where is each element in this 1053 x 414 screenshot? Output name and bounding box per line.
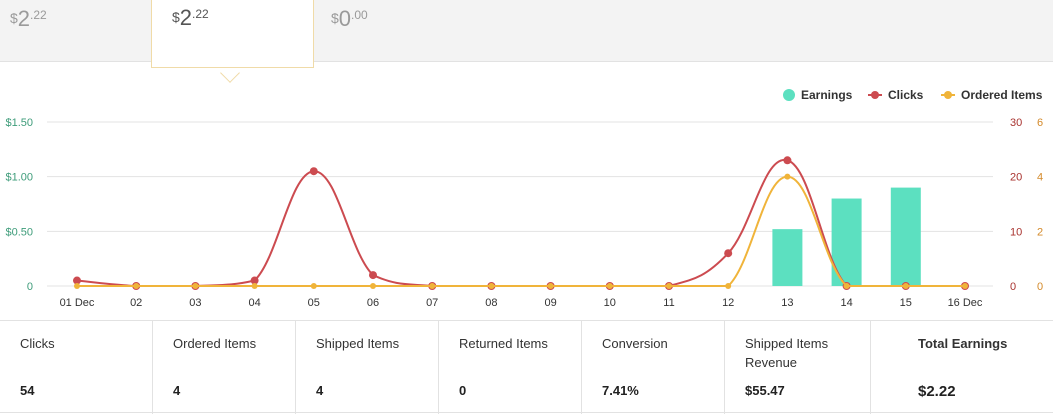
tab-amount-3[interactable]: $0.00 — [331, 6, 368, 32]
stat-value: 54 — [20, 383, 35, 398]
y-right-tick-label: 6 — [1037, 117, 1043, 129]
chart-legend: Earnings Clicks Ordered Items — [0, 88, 1053, 104]
stat-value: 7.41% — [602, 383, 639, 398]
stat-value: 0 — [459, 383, 467, 398]
ordered-series-point — [843, 283, 850, 289]
earnings-bar — [890, 187, 921, 286]
stat-shipped-revenue: Shipped Items Revenue $55.47 — [725, 321, 871, 414]
x-tick-label: 03 — [189, 297, 201, 309]
stat-shipped-items: Shipped Items 4 — [296, 321, 439, 414]
legend-ordered[interactable]: Ordered Items — [941, 88, 1042, 102]
ordered-series-point — [666, 283, 672, 289]
y-left-tick-label: $1.00 — [5, 172, 33, 184]
clicks-series-point — [724, 249, 733, 258]
legend-ordered-swatch — [941, 89, 955, 101]
legend-clicks-label: Clicks — [888, 88, 924, 102]
stats-summary: Clicks 54 Ordered Items 4 Shipped Items … — [0, 320, 1053, 414]
stat-clicks: Clicks 54 — [0, 321, 153, 414]
y-right-tick-label: 4 — [1037, 172, 1043, 184]
x-tick-label: 04 — [248, 297, 260, 309]
y-mid-tick-label: 20 — [1010, 172, 1022, 184]
x-tick-label: 12 — [722, 297, 734, 309]
y-mid-tick-label: 30 — [1010, 117, 1022, 129]
stat-label: Clicks — [20, 336, 55, 351]
x-tick-label: 07 — [426, 297, 438, 309]
stat-label: Shipped Items — [316, 336, 400, 351]
x-tick-label: 08 — [485, 297, 497, 309]
legend-earnings-label: Earnings — [801, 88, 853, 102]
clicks-series-point — [73, 276, 81, 285]
tab-decimal: .22 — [30, 8, 47, 22]
ordered-series-point — [74, 283, 80, 289]
x-tick-label: 11 — [663, 297, 674, 309]
tab-decimal: .22 — [192, 7, 209, 21]
stat-conversion: Conversion 7.41% — [582, 321, 725, 414]
stat-label: Ordered Items — [173, 336, 257, 351]
x-tick-label: 14 — [840, 297, 852, 309]
x-tick-label: 15 — [900, 297, 912, 309]
x-tick-label: 13 — [781, 297, 793, 309]
stat-value: $55.47 — [745, 383, 785, 398]
stat-value: 4 — [316, 383, 324, 398]
tab-currency: $ — [10, 10, 18, 26]
tab-integer: 0 — [338, 6, 352, 31]
stat-value: 4 — [173, 383, 181, 398]
stat-label: Shipped Items Revenue — [745, 336, 829, 370]
ordered-series-point — [429, 283, 436, 289]
y-left-tick-label: $0.50 — [5, 226, 33, 238]
y-mid-tick-label: 10 — [1010, 226, 1022, 238]
stat-label: Conversion — [602, 336, 668, 351]
x-tick-label: 06 — [367, 297, 379, 309]
tab-integer: 2 — [179, 5, 193, 30]
tab-amount-1[interactable]: $2.22 — [10, 6, 47, 32]
earnings-bar — [772, 229, 803, 286]
legend-ordered-label: Ordered Items — [961, 88, 1043, 102]
ordered-series-point — [370, 283, 376, 289]
clicks-series-point — [250, 276, 259, 285]
x-tick-label: 05 — [308, 297, 320, 309]
legend-clicks[interactable]: Clicks — [868, 88, 923, 102]
legend-earnings[interactable]: Earnings — [783, 88, 852, 102]
y-left-tick-label: $1.50 — [5, 117, 33, 129]
stat-value: $2.22 — [918, 383, 956, 400]
ordered-series-point — [606, 283, 613, 289]
tab-currency: $ — [331, 10, 339, 26]
x-tick-label: 01 Dec — [60, 297, 95, 309]
y-left-tick-label: 0 — [27, 281, 33, 293]
x-tick-label: 10 — [604, 297, 616, 309]
clicks-series-point — [309, 167, 318, 176]
ordered-series-point — [310, 283, 317, 289]
earnings-chart: 0 0 0 $0.50 10 2 $1.00 20 4 $1.50 30 6 01 Dec 02 03 04 0… — [5, 117, 1043, 309]
stat-returned-items: Returned Items 0 — [439, 321, 582, 414]
ordered-series-point — [488, 283, 495, 289]
ordered-series-point — [547, 283, 554, 289]
ordered-series-point — [251, 283, 258, 289]
tab-currency: $ — [172, 9, 180, 25]
ordered-series-point — [725, 283, 732, 289]
x-tick-label: 02 — [130, 297, 142, 309]
ordered-series-point — [902, 283, 909, 289]
ordered-series-point — [962, 283, 968, 289]
clicks-series-point — [369, 271, 377, 280]
x-tick-label: 16 Dec — [948, 297, 983, 309]
legend-earnings-swatch — [783, 89, 795, 101]
ordered-series-point — [192, 283, 199, 289]
stat-ordered-items: Ordered Items 4 — [153, 321, 296, 414]
y-right-tick-label: 2 — [1037, 226, 1043, 238]
clicks-series-point — [783, 156, 792, 165]
stat-label: Returned Items — [459, 336, 548, 351]
ordered-series-point — [133, 283, 140, 289]
ordered-series-point — [784, 173, 791, 180]
y-right-tick-label: 0 — [1037, 281, 1043, 293]
y-mid-tick-label: 0 — [1010, 281, 1016, 293]
legend-clicks-swatch — [868, 89, 882, 101]
tab-amount-2-active[interactable]: $2.22 — [151, 0, 314, 68]
tab-integer: 2 — [17, 6, 31, 31]
x-tick-label: 09 — [544, 297, 556, 309]
stat-total-earnings: Total Earnings $2.22 — [871, 321, 1053, 414]
tab-decimal: .00 — [351, 8, 368, 22]
stat-label: Total Earnings — [918, 336, 1008, 351]
tab-amount-2: $2.22 — [172, 5, 209, 31]
